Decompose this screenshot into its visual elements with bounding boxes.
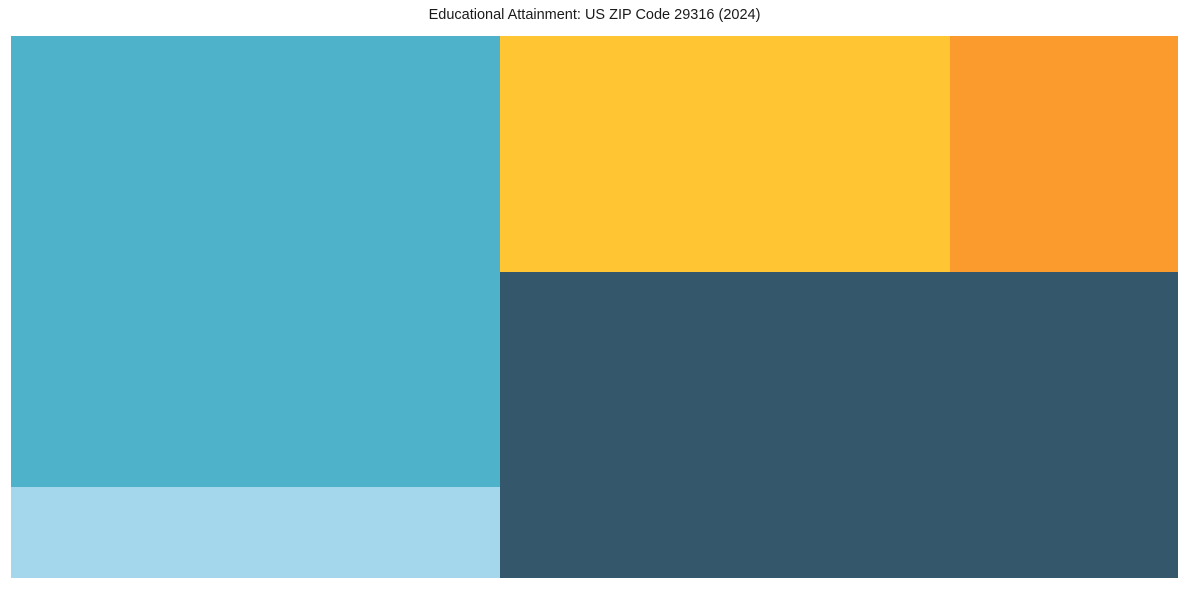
- treemap-tile-value: 8.5%: [958, 58, 983, 72]
- treemap-tile-value: 16.8%: [508, 58, 539, 72]
- treemap-tile[interactable]: High School Graduate 16.8%: [500, 36, 950, 272]
- treemap-tile[interactable]: Some College or Associate Degree 34.9%: [11, 36, 500, 487]
- treemap-tile[interactable]: Graduate or Professional Degree 7.0%: [11, 487, 500, 578]
- treemap-tile[interactable]: Bachelor's Degree or Higher 32.8%: [500, 272, 1178, 578]
- treemap-tile-value: 7.0%: [19, 509, 44, 523]
- treemap-tile-label: Some College or Associate Degree: [19, 42, 206, 57]
- treemap-plot-area: Some College or Associate Degree 34.9% B…: [11, 36, 1178, 578]
- treemap-tile-value: 32.8%: [508, 294, 539, 308]
- treemap-tile-value: 34.9%: [19, 58, 50, 72]
- treemap-tile-label: Bachelor's Degree or Higher: [508, 278, 659, 293]
- chart-title: Educational Attainment: US ZIP Code 2931…: [428, 7, 761, 23]
- treemap-tile-label: Less than High School: [958, 42, 1078, 57]
- treemap-tile[interactable]: Less than High School 8.5%: [950, 36, 1178, 272]
- treemap-tile-label: Graduate or Professional Degree: [19, 493, 195, 508]
- treemap-tile-label: High School Graduate: [508, 42, 626, 57]
